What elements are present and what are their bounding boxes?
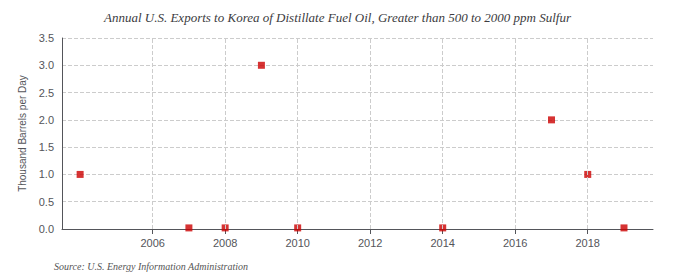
svg-text:3.5: 3.5: [39, 32, 54, 44]
svg-text:Source: U.S. Energy Informatio: Source: U.S. Energy Information Administ…: [54, 261, 248, 272]
svg-text:3.0: 3.0: [39, 59, 54, 71]
svg-text:2018: 2018: [575, 237, 599, 249]
svg-text:0.0: 0.0: [39, 223, 54, 235]
svg-text:1.0: 1.0: [39, 168, 54, 180]
svg-text:Annual U.S. Exports to Korea o: Annual U.S. Exports to Korea of Distilla…: [103, 10, 572, 25]
svg-text:2014: 2014: [430, 237, 454, 249]
svg-text:2008: 2008: [213, 237, 237, 249]
svg-text:Thousand Barrels per Day: Thousand Barrels per Day: [17, 75, 28, 192]
svg-text:0.5: 0.5: [39, 196, 54, 208]
svg-text:2.5: 2.5: [39, 87, 54, 99]
svg-text:2012: 2012: [358, 237, 382, 249]
svg-text:2016: 2016: [503, 237, 527, 249]
svg-text:2006: 2006: [140, 237, 164, 249]
svg-text:2.0: 2.0: [39, 114, 54, 126]
svg-text:2010: 2010: [285, 237, 309, 249]
svg-text:1.5: 1.5: [39, 141, 54, 153]
